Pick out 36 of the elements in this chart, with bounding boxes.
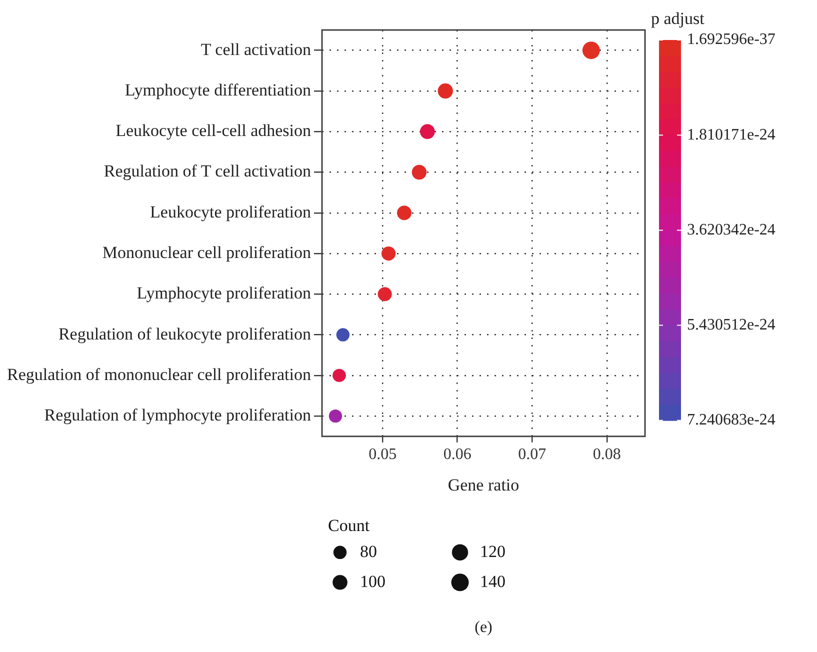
y-tick-label: Regulation of lymphocyte proliferation <box>44 406 312 425</box>
x-tick-label: 0.06 <box>443 446 472 464</box>
color-bar-title: p adjust <box>651 8 705 28</box>
y-tick-label: Regulation of leukocyte proliferation <box>58 324 312 344</box>
point <box>420 124 435 140</box>
legend-label: 140 <box>480 572 506 591</box>
text: (e) <box>474 619 492 636</box>
legend-label: 80 <box>360 542 378 561</box>
legend-title: Count <box>328 516 370 535</box>
color-bar-label: 1.692596e-37 <box>687 31 776 48</box>
x-tick-label: 0.05 <box>368 446 397 464</box>
y-tick-label: Mononuclear cell proliferation <box>102 242 312 262</box>
point <box>336 328 350 342</box>
legend-label: 100 <box>360 572 386 591</box>
y-tick-label: T cell activation <box>200 40 312 59</box>
color-bar-label: 7.240683e-24 <box>687 412 776 429</box>
color-bar-label: 1.810171e-24 <box>687 126 776 144</box>
x-axis-title: Gene ratio <box>448 475 520 494</box>
y-tick-label: Regulation of mononuclear cell proliferation <box>6 364 312 384</box>
y-tick-label: Lymphocyte proliferation <box>136 284 312 303</box>
point <box>381 246 396 261</box>
point <box>328 410 342 423</box>
point <box>412 164 427 180</box>
color-bar-label: 5.430512e-24 <box>687 316 776 334</box>
y-tick-label: Regulation of T cell activation <box>104 162 312 181</box>
legend-label: 120 <box>480 542 506 561</box>
color-bar-label: 3.620342e-24 <box>687 221 776 238</box>
y-tick-label: Leukocyte proliferation <box>150 202 312 222</box>
y-tick-label: Leukocyte cell-cell adhesion <box>116 121 312 140</box>
point <box>397 206 412 220</box>
point <box>438 83 453 99</box>
x-tick-label: 0.07 <box>518 446 546 464</box>
point <box>378 287 392 302</box>
point <box>332 368 346 382</box>
x-tick-label: 0.08 <box>592 446 621 464</box>
y-tick-label: Lymphocyte differentiation <box>124 80 312 100</box>
